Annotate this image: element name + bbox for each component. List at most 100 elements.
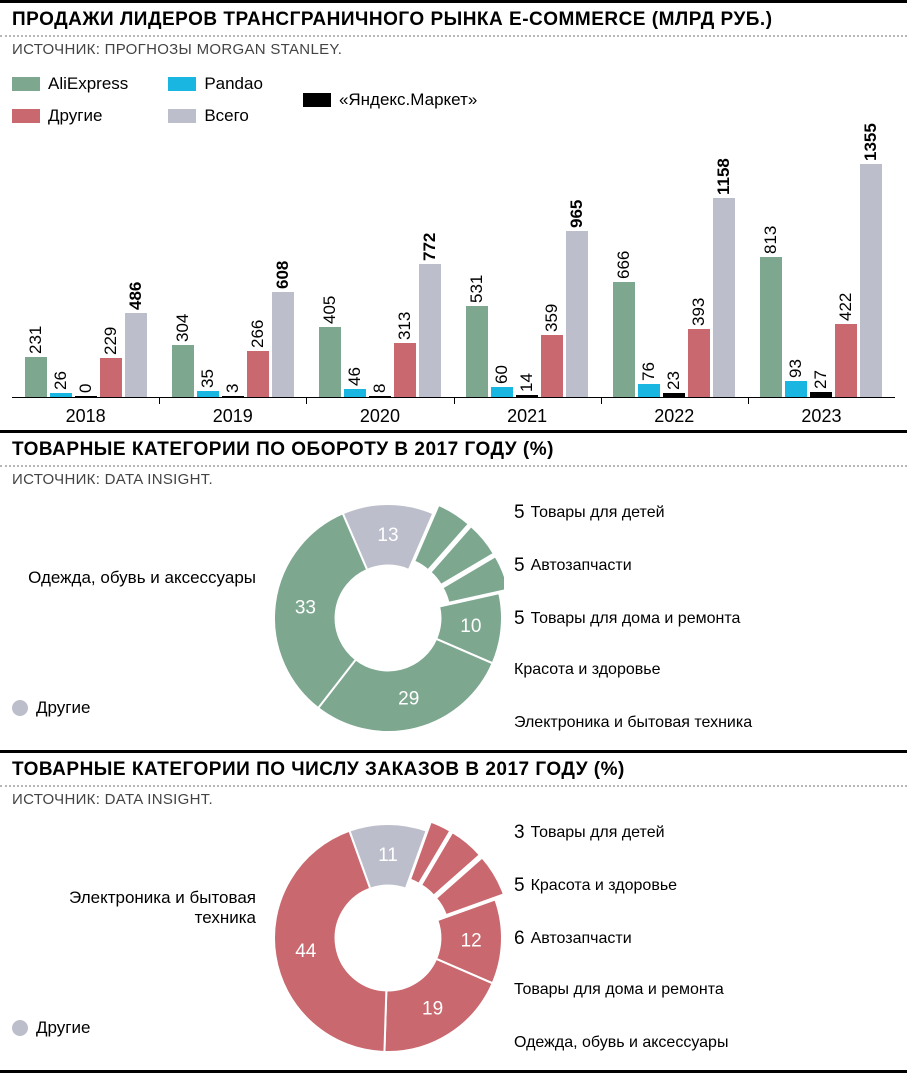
legend-item: Pandao xyxy=(168,74,263,94)
donut-label-value: 5 xyxy=(514,608,525,630)
bar-value: 229 xyxy=(101,326,121,357)
bar-other: 393 xyxy=(688,329,710,397)
bar-value: 0 xyxy=(76,384,96,396)
donut-label: 5 Товары для детей xyxy=(514,502,665,524)
year-label: 2022 xyxy=(601,402,748,430)
donut1-other-label: Другие xyxy=(36,698,90,718)
bar-other: 229 xyxy=(100,358,122,397)
donut-label-text: Одежда, обувь и аксессуары xyxy=(514,1034,728,1052)
bar-value: 76 xyxy=(639,362,659,384)
donut-label: Товары для дома и ремонта xyxy=(514,981,724,999)
year-label: 2019 xyxy=(159,402,306,430)
donut-label-text: Автозапчасти xyxy=(531,930,632,948)
donut-label-value: 5 xyxy=(514,555,525,577)
bar-yandex: 3 xyxy=(222,396,244,397)
donut2-other-swatch xyxy=(12,1020,28,1036)
bar-group: 405468313772 xyxy=(306,130,453,397)
bars-chart: 2312602294863043532666084054683137725316… xyxy=(0,130,907,430)
donut-label: 5 Товары для дома и ремонта xyxy=(514,608,740,630)
bar-value: 422 xyxy=(836,293,856,324)
bar-value: 813 xyxy=(761,226,781,257)
donut-label-text: Товары для дома и ремонта xyxy=(531,610,741,628)
donut-label-value: 5 xyxy=(514,875,525,897)
donut-slice-value: 44 xyxy=(295,941,317,962)
bar-group: 5316014359965 xyxy=(454,130,601,397)
bar-aliexpress: 405 xyxy=(319,327,341,397)
bar-value: 60 xyxy=(492,365,512,387)
donut1-big-left-label: Одежда, обувь и аксессуары xyxy=(12,518,262,588)
bar-aliexpress: 531 xyxy=(466,306,488,397)
donut-slice-value: 33 xyxy=(295,598,316,619)
bar-other: 313 xyxy=(394,343,416,397)
bar-aliexpress: 813 xyxy=(760,257,782,397)
bar-total: 965 xyxy=(566,231,588,397)
year-label: 2018 xyxy=(12,402,159,430)
bars-legend: AliExpress Другие Pandao Всего «Яндекс.Марке… xyxy=(0,64,907,130)
bar-pandao: 46 xyxy=(344,389,366,397)
donut-label-value: 5 xyxy=(514,502,525,524)
donut-label-text: Красота и здоровье xyxy=(514,661,660,679)
bar-value: 359 xyxy=(542,304,562,335)
bars-title: ПРОДАЖИ ЛИДЕРОВ ТРАНСГРАНИЧНОГО РЫНКА E-… xyxy=(0,3,907,35)
bar-other: 422 xyxy=(835,324,857,397)
bar-total: 486 xyxy=(125,313,147,397)
donut2-big-left-label: Электроника и бытовая техника xyxy=(12,838,262,928)
bar-aliexpress: 666 xyxy=(613,282,635,397)
bar-value: 666 xyxy=(614,251,634,282)
donut-label-text: Автозапчасти xyxy=(531,557,632,575)
bar-group: 304353266608 xyxy=(159,130,306,397)
bar-value: 35 xyxy=(198,369,218,391)
legend-label: AliExpress xyxy=(48,74,128,94)
donut-slice-value: 10 xyxy=(460,616,481,637)
legend-swatch xyxy=(303,93,331,107)
donut-label: 5 Красота и здоровье xyxy=(514,875,677,897)
legend-item: «Яндекс.Маркет» xyxy=(303,90,477,110)
donut-slice-value: 19 xyxy=(422,998,443,1019)
donut1-source: ИСТОЧНИК: DATA INSIGHT. xyxy=(0,467,907,494)
bar-other: 359 xyxy=(541,335,563,397)
donut-slice-value: 29 xyxy=(398,689,419,710)
year-label: 2020 xyxy=(306,402,453,430)
donut2-chart: Электроника и бытовая техника Другие 11 1… xyxy=(0,814,907,1070)
donut2-other-label: Другие xyxy=(36,1018,90,1038)
legend-item: Всего xyxy=(168,106,263,126)
bar-pandao: 35 xyxy=(197,391,219,397)
bar-yandex: 8 xyxy=(369,396,391,397)
bar-value: 46 xyxy=(345,367,365,389)
bar-yandex: 27 xyxy=(810,392,832,397)
bar-yandex: 14 xyxy=(516,395,538,397)
legend-label: Всего xyxy=(204,106,249,126)
donut-label: 5 Автозапчасти xyxy=(514,555,632,577)
bar-value: 405 xyxy=(320,296,340,327)
donut-label: Электроника и бытовая техника xyxy=(514,714,752,732)
bars-source: ИСТОЧНИК: ПРОГНОЗЫ MORGAN STANLEY. xyxy=(0,37,907,64)
bar-aliexpress: 304 xyxy=(172,345,194,397)
donut-label-text: Товары для детей xyxy=(531,504,665,522)
donut-slice-value: 11 xyxy=(378,845,398,866)
bar-total: 1158 xyxy=(713,198,735,397)
legend-item: Другие xyxy=(12,106,128,126)
bar-value: 266 xyxy=(248,320,268,351)
bar-yandex: 0 xyxy=(75,396,97,397)
bar-value: 8 xyxy=(370,383,390,395)
bar-value: 27 xyxy=(811,370,831,392)
donut-label-text: Товары для детей xyxy=(531,824,665,842)
donut2-title: ТОВАРНЫЕ КАТЕГОРИИ ПО ЧИСЛУ ЗАКАЗОВ В 20… xyxy=(0,753,907,785)
bar-value: 393 xyxy=(689,298,709,329)
donut-slice-value: 12 xyxy=(461,931,482,952)
donut-label-text: Электроника и бытовая техника xyxy=(514,714,752,732)
donut-label-value: 3 xyxy=(514,822,525,844)
bar-value: 1158 xyxy=(714,158,734,198)
bar-value: 531 xyxy=(467,274,487,305)
legend-item: AliExpress xyxy=(12,74,128,94)
donut-label-text: Красота и здоровье xyxy=(531,877,677,895)
bar-group: 81393274221355 xyxy=(748,130,895,397)
donut-label: Одежда, обувь и аксессуары xyxy=(514,1034,728,1052)
bar-value: 26 xyxy=(51,371,71,393)
year-label: 2021 xyxy=(454,402,601,430)
bar-value: 486 xyxy=(126,282,146,313)
donut1-chart: Одежда, обувь и аксессуары Другие 131029… xyxy=(0,494,907,750)
bar-other: 266 xyxy=(247,351,269,397)
bar-value: 14 xyxy=(517,373,537,395)
legend-label: Pandao xyxy=(204,74,263,94)
